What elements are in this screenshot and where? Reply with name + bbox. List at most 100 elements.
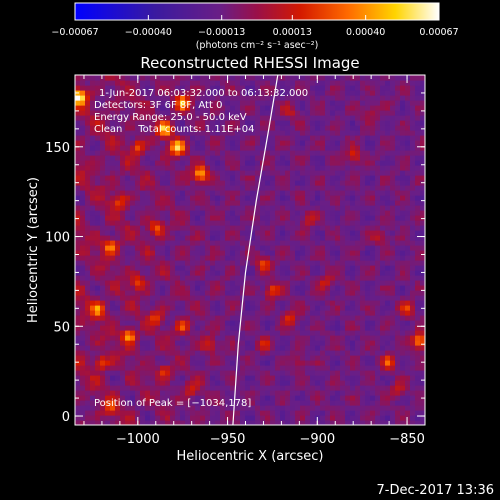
heatmap-cell xyxy=(275,155,281,161)
heatmap-cell xyxy=(305,300,311,306)
heatmap-cell xyxy=(250,245,256,251)
heatmap-cell xyxy=(405,340,411,346)
heatmap-cell xyxy=(385,225,391,231)
heatmap-cell xyxy=(315,205,321,211)
heatmap-cell xyxy=(105,315,111,321)
heatmap-cell xyxy=(360,380,366,386)
heatmap-cell xyxy=(130,210,136,216)
heatmap-cell xyxy=(285,415,291,421)
heatmap-cell xyxy=(130,80,136,86)
heatmap-cell xyxy=(345,355,351,361)
heatmap-cell xyxy=(85,115,91,121)
heatmap-cell xyxy=(290,130,296,136)
heatmap-cell xyxy=(180,285,186,291)
heatmap-cell xyxy=(220,135,226,141)
heatmap-cell xyxy=(365,205,371,211)
heatmap-cell xyxy=(75,405,81,411)
heatmap-cell xyxy=(105,260,111,266)
heatmap-cell xyxy=(385,245,391,251)
heatmap-cell xyxy=(275,370,281,376)
heatmap-cell xyxy=(390,320,396,326)
heatmap-cell xyxy=(135,225,141,231)
heatmap-cell xyxy=(210,190,216,196)
heatmap-cell xyxy=(345,370,351,376)
heatmap-cell xyxy=(340,200,346,206)
heatmap-cell xyxy=(290,415,296,421)
heatmap-cell xyxy=(355,145,361,151)
heatmap-cell xyxy=(405,120,411,126)
heatmap-cell xyxy=(245,310,251,316)
heatmap-cell xyxy=(145,255,151,261)
heatmap-cell xyxy=(160,150,166,156)
heatmap-cell xyxy=(100,170,106,176)
heatmap-cell xyxy=(210,225,216,231)
heatmap-cell xyxy=(420,350,425,356)
heatmap-cell xyxy=(135,365,141,371)
heatmap-cell xyxy=(215,390,221,396)
heatmap-cell xyxy=(385,220,391,226)
heatmap-cell xyxy=(265,380,271,386)
heatmap-cell xyxy=(285,95,291,101)
heatmap-cell xyxy=(290,375,296,381)
heatmap-cell xyxy=(120,200,126,206)
heatmap-cell xyxy=(240,265,246,271)
heatmap-cell xyxy=(380,225,386,231)
heatmap-cell xyxy=(215,230,221,236)
heatmap-cell xyxy=(400,85,406,91)
heatmap-cell xyxy=(155,150,161,156)
heatmap-cell xyxy=(360,225,366,231)
heatmap-cell xyxy=(200,405,206,411)
heatmap-cell xyxy=(80,205,86,211)
heatmap-cell xyxy=(275,325,281,331)
heatmap-cell xyxy=(355,205,361,211)
heatmap-cell xyxy=(240,170,246,176)
heatmap-cell xyxy=(300,175,306,181)
heatmap-cell xyxy=(165,410,171,416)
heatmap-cell xyxy=(375,105,381,111)
heatmap-cell xyxy=(350,150,356,156)
heatmap-cell xyxy=(115,130,121,136)
heatmap-cell xyxy=(75,255,81,261)
heatmap-cell xyxy=(360,205,366,211)
heatmap-cell xyxy=(215,365,221,371)
heatmap-cell xyxy=(75,290,81,296)
heatmap-cell xyxy=(185,410,191,416)
heatmap-cell xyxy=(410,250,416,256)
heatmap-cell xyxy=(150,350,156,356)
heatmap-cell xyxy=(145,335,151,341)
heatmap-cell xyxy=(185,200,191,206)
heatmap-cell xyxy=(200,225,206,231)
heatmap-cell xyxy=(155,230,161,236)
heatmap-cell xyxy=(145,325,151,331)
heatmap-cell xyxy=(240,315,246,321)
heatmap-cell xyxy=(100,330,106,336)
heatmap-cell xyxy=(230,380,236,386)
heatmap-cell xyxy=(185,105,191,111)
heatmap-cell xyxy=(125,220,131,226)
heatmap-cell xyxy=(205,115,211,121)
heatmap-cell xyxy=(355,135,361,141)
heatmap-cell xyxy=(130,145,136,151)
heatmap-cell xyxy=(410,110,416,116)
heatmap-cell xyxy=(415,90,421,96)
heatmap-cell xyxy=(315,255,321,261)
heatmap-cell xyxy=(230,365,236,371)
heatmap-cell xyxy=(410,370,416,376)
heatmap-cell xyxy=(345,230,351,236)
heatmap-cell xyxy=(250,380,256,386)
heatmap-cell xyxy=(150,95,156,101)
heatmap-cell xyxy=(340,375,346,381)
heatmap-cell xyxy=(360,195,366,201)
heatmap-cell xyxy=(145,150,151,156)
heatmap-cell xyxy=(280,195,286,201)
heatmap-cell xyxy=(85,205,91,211)
heatmap-cell xyxy=(90,355,96,361)
heatmap-cell xyxy=(285,250,291,256)
heatmap-cell xyxy=(210,260,216,266)
heatmap-cell xyxy=(135,105,141,111)
heatmap-cell xyxy=(140,210,146,216)
heatmap-cell xyxy=(250,300,256,306)
heatmap-cell xyxy=(420,260,425,266)
heatmap-cell xyxy=(295,235,301,241)
heatmap-cell xyxy=(260,170,266,176)
